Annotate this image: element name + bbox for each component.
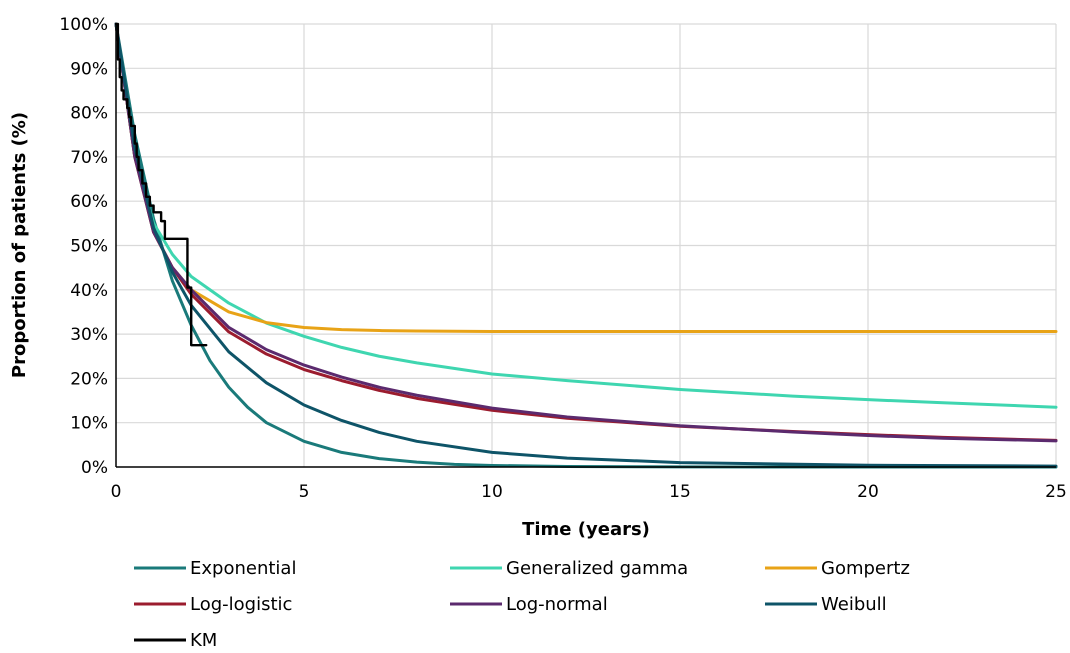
legend-label-generalized-gamma: Generalized gamma: [506, 558, 688, 579]
series-line-weibull: [114, 22, 1058, 468]
x-tick-label: 20: [857, 482, 879, 502]
x-tick-label: 25: [1045, 482, 1067, 502]
series-line-km: [114, 22, 208, 347]
series-line-generalized-gamma: [114, 22, 1058, 409]
y-tick-label: 0%: [81, 458, 108, 478]
grid: [116, 23, 1057, 467]
legend-label-exponential: Exponential: [190, 558, 296, 579]
y-tick-label: 30%: [70, 325, 108, 345]
axes: 0% 10% 20% 30% 40% 50% 60% 70% 80% 90% 100% 0 5 10 15 2…: [59, 15, 1066, 502]
y-tick-label: 50%: [70, 237, 108, 257]
y-axis-title: Proportion of patients (%): [9, 112, 30, 378]
x-axis-title: Time (years): [522, 519, 650, 540]
legend: Exponential Generalized gamma Gompertz Log-…: [134, 558, 910, 651]
x-tick-label: 5: [299, 482, 310, 502]
y-tick-label: 100%: [59, 15, 108, 35]
legend-label-weibull: Weibull: [821, 594, 887, 615]
legend-label-gompertz: Gompertz: [821, 558, 910, 579]
legend-label-km: KM: [190, 630, 217, 651]
y-tick-label: 70%: [70, 148, 108, 168]
y-tick-label: 80%: [70, 104, 108, 124]
x-tick-label: 0: [111, 482, 122, 502]
y-tick-label: 90%: [70, 59, 108, 79]
series-line-gompertz: [114, 22, 1058, 333]
x-tick-label: 10: [481, 482, 503, 502]
x-tick-label: 15: [669, 482, 691, 502]
y-tick-label: 60%: [70, 192, 108, 212]
legend-label-log-logistic: Log-logistic: [190, 594, 292, 615]
y-tick-label: 20%: [70, 369, 108, 389]
legend-label-log-normal: Log-normal: [506, 594, 608, 615]
y-tick-label: 40%: [70, 281, 108, 301]
series-lines: [114, 22, 1058, 469]
y-tick-label: 10%: [70, 414, 108, 434]
